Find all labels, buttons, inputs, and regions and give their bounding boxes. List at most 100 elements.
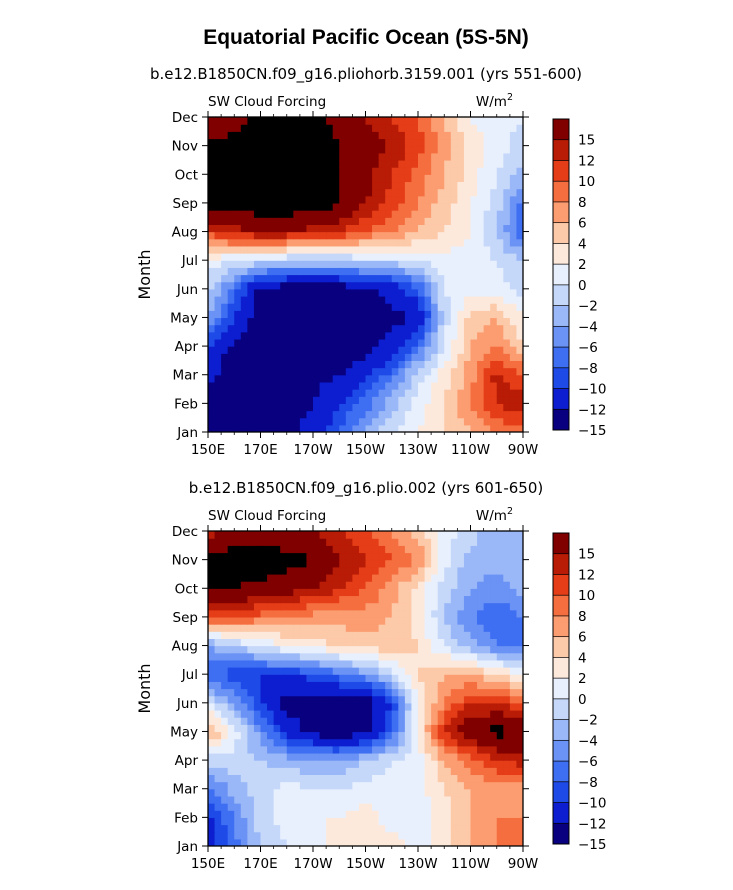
heatmap-cell xyxy=(516,803,523,811)
heatmap-cell xyxy=(470,552,478,561)
heatmap-cell xyxy=(280,738,288,747)
heatmap-cell xyxy=(306,724,314,733)
heatmap-cell xyxy=(385,245,393,254)
heatmap-cell xyxy=(411,260,419,268)
heatmap-cell xyxy=(477,667,485,675)
heatmap-cell xyxy=(463,667,472,675)
heatmap-cell xyxy=(286,552,294,561)
heatmap-cell xyxy=(267,559,275,568)
heatmap-cell xyxy=(247,674,255,682)
heatmap-cell xyxy=(234,645,242,654)
heatmap-cell xyxy=(365,803,373,811)
heatmap-cell xyxy=(516,210,523,218)
heatmap-cell xyxy=(273,717,281,725)
heatmap-cell xyxy=(267,652,275,661)
heatmap-cell xyxy=(253,781,262,790)
left-string: SW Cloud Forcing xyxy=(208,94,326,110)
heatmap-cell xyxy=(332,531,340,539)
heatmap-cell xyxy=(365,838,373,846)
heatmap-cell xyxy=(437,267,445,276)
heatmap-cell xyxy=(352,688,360,697)
heatmap-cell xyxy=(483,702,491,711)
heatmap-cell xyxy=(345,310,353,319)
heatmap-cell xyxy=(319,702,327,711)
heatmap-cell xyxy=(509,374,518,383)
heatmap-cell xyxy=(378,803,386,811)
heatmap-cell xyxy=(398,195,406,204)
heatmap-cell xyxy=(496,803,504,811)
heatmap-cell xyxy=(404,389,413,397)
heatmap-cell xyxy=(326,210,334,218)
heatmap-cell xyxy=(227,324,235,333)
units-label: W/m2 xyxy=(476,506,513,524)
heatmap-cell xyxy=(286,631,294,639)
heatmap-cell xyxy=(253,767,262,776)
heatmap-cell xyxy=(214,424,222,432)
heatmap-cell xyxy=(516,831,523,840)
heatmap-cell xyxy=(280,202,288,211)
heatmap-cell xyxy=(345,295,353,304)
heatmap-cell xyxy=(437,674,445,682)
heatmap-cell xyxy=(339,360,347,369)
heatmap-cell xyxy=(260,152,268,161)
heatmap-cell xyxy=(457,538,465,546)
heatmap-cell xyxy=(299,424,308,432)
heatmap-cell xyxy=(339,631,347,639)
heatmap-cell xyxy=(372,531,380,539)
heatmap-cell xyxy=(483,538,491,546)
heatmap-cell xyxy=(457,367,465,376)
heatmap-cell xyxy=(267,545,275,554)
heatmap-cell xyxy=(496,417,504,426)
heatmap-cell xyxy=(418,288,426,297)
heatmap-cell xyxy=(253,681,262,690)
heatmap-cell xyxy=(437,838,445,846)
heatmap-cell xyxy=(450,381,458,390)
heatmap-cell xyxy=(457,210,465,218)
heatmap-cell xyxy=(299,224,308,233)
heatmap-cell xyxy=(208,831,216,840)
heatmap-cell xyxy=(503,274,511,283)
heatmap-cell xyxy=(490,317,498,326)
heatmap-cell xyxy=(253,346,262,354)
heatmap-cell xyxy=(437,659,445,668)
heatmap-cell xyxy=(221,538,229,546)
heatmap-cell xyxy=(509,745,518,754)
heatmap-cell xyxy=(267,631,275,639)
heatmap-cell xyxy=(411,317,419,326)
heatmap-cell xyxy=(444,745,452,754)
heatmap-cell xyxy=(431,638,439,647)
heatmap-cell xyxy=(477,202,485,211)
heatmap-cell xyxy=(470,317,478,326)
heatmap-cell xyxy=(509,681,518,690)
heatmap-cell xyxy=(385,417,393,426)
heatmap-cell xyxy=(391,374,399,383)
heatmap-cell xyxy=(280,424,288,432)
heatmap-cell xyxy=(509,167,518,175)
heatmap-cell xyxy=(313,389,321,397)
heatmap-cell xyxy=(345,552,353,561)
heatmap-cell xyxy=(280,131,288,140)
heatmap-cell xyxy=(450,645,458,654)
heatmap-cell xyxy=(332,688,340,697)
colorbar-box xyxy=(553,139,569,161)
heatmap-cell xyxy=(463,588,472,597)
heatmap-cell xyxy=(293,202,301,211)
heatmap-cell xyxy=(431,167,439,175)
heatmap-cell xyxy=(280,573,288,582)
heatmap-cell xyxy=(240,281,248,290)
heatmap-cell xyxy=(463,810,472,818)
heatmap-cell xyxy=(227,310,235,319)
heatmap-cell xyxy=(286,831,294,840)
heatmap-cell xyxy=(208,616,216,625)
heatmap-cell xyxy=(332,652,340,661)
heatmap-cell xyxy=(313,231,321,240)
heatmap-cell xyxy=(503,674,511,682)
heatmap-cell xyxy=(293,731,301,740)
heatmap-cell xyxy=(358,131,367,140)
heatmap-cell xyxy=(221,396,229,404)
heatmap-cell xyxy=(431,573,439,582)
heatmap-cell xyxy=(345,674,353,682)
heatmap-cell xyxy=(273,767,281,776)
heatmap-cell xyxy=(490,695,498,704)
heatmap-cell xyxy=(273,188,281,197)
